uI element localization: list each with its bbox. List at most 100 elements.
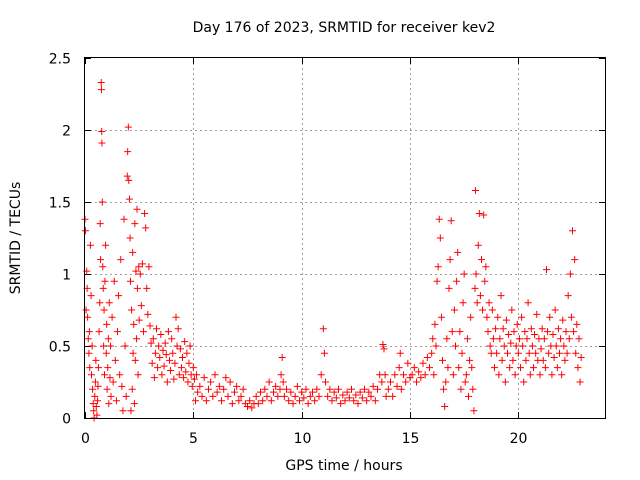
data-point xyxy=(330,388,338,396)
data-point xyxy=(478,256,485,264)
data-point xyxy=(572,349,580,357)
data-point xyxy=(127,277,134,285)
data-point xyxy=(528,342,536,350)
data-point xyxy=(560,342,568,350)
data-point xyxy=(169,349,177,357)
data-point xyxy=(104,335,112,343)
data-point xyxy=(354,400,362,408)
data-point xyxy=(421,371,429,379)
data-point xyxy=(106,374,114,382)
data-point xyxy=(458,349,466,357)
data-point xyxy=(190,375,198,383)
data-point xyxy=(145,263,153,271)
data-point xyxy=(107,392,115,400)
data-point xyxy=(296,397,303,405)
data-point xyxy=(474,241,482,249)
data-point xyxy=(293,382,301,390)
y-tick-label: 0 xyxy=(62,412,71,428)
data-point xyxy=(103,320,111,328)
data-point xyxy=(193,371,201,379)
data-point xyxy=(131,220,139,228)
data-point xyxy=(289,400,297,408)
data-point xyxy=(163,378,171,386)
data-point xyxy=(124,148,132,156)
data-point xyxy=(498,356,506,364)
data-point xyxy=(128,385,136,393)
data-point xyxy=(287,388,295,396)
data-point xyxy=(98,139,106,147)
data-point xyxy=(341,397,349,405)
data-point xyxy=(138,260,146,268)
data-point xyxy=(428,349,436,357)
data-point xyxy=(440,385,448,393)
data-point xyxy=(571,256,579,264)
data-point xyxy=(87,292,95,300)
data-point xyxy=(486,342,494,350)
data-point xyxy=(508,306,516,314)
data-point xyxy=(573,320,581,328)
y-tick-label: 0.5 xyxy=(49,340,71,356)
data-point xyxy=(140,328,147,336)
data-point xyxy=(448,328,456,336)
data-point xyxy=(133,205,141,213)
data-point xyxy=(371,397,379,405)
data-point xyxy=(175,371,183,379)
data-point xyxy=(194,388,202,396)
data-point xyxy=(468,364,476,372)
data-point xyxy=(566,270,574,278)
data-point xyxy=(557,335,565,343)
data-point xyxy=(101,371,108,379)
data-point xyxy=(544,328,552,336)
data-point xyxy=(215,382,223,390)
data-point xyxy=(107,342,115,350)
data-point xyxy=(450,306,458,314)
data-point xyxy=(97,78,105,86)
data-point xyxy=(244,402,251,410)
data-point xyxy=(479,306,487,314)
data-point xyxy=(443,335,451,343)
data-point xyxy=(304,400,312,408)
x-axis-label: GPS time / hours xyxy=(285,458,402,474)
data-point xyxy=(161,339,169,347)
data-point xyxy=(102,349,110,357)
data-point xyxy=(115,292,123,300)
data-point xyxy=(118,382,126,390)
data-point xyxy=(153,325,160,333)
data-point xyxy=(502,316,510,324)
data-point xyxy=(125,195,133,203)
x-tick-label: 15 xyxy=(402,431,420,447)
y-axis-label: SRMTID / TECUs xyxy=(8,182,24,295)
data-point xyxy=(135,316,143,324)
data-point xyxy=(198,392,206,400)
data-point xyxy=(413,378,420,386)
data-point xyxy=(481,277,489,285)
data-point xyxy=(94,397,102,405)
data-point xyxy=(489,335,497,343)
data-point xyxy=(391,371,399,379)
data-point xyxy=(117,256,125,264)
data-point xyxy=(202,397,210,405)
data-point xyxy=(518,313,526,321)
data-point xyxy=(92,356,100,364)
data-point xyxy=(445,284,453,292)
data-point xyxy=(431,320,439,328)
data-point xyxy=(396,349,404,357)
data-point xyxy=(95,328,103,336)
data-point xyxy=(520,378,528,386)
data-point xyxy=(108,313,116,321)
data-point xyxy=(141,210,149,218)
data-point xyxy=(207,378,215,386)
data-point xyxy=(285,397,293,405)
data-point xyxy=(496,335,504,343)
data-point xyxy=(174,325,182,333)
data-point xyxy=(188,382,196,390)
data-point xyxy=(89,385,97,393)
data-point xyxy=(558,371,566,379)
data-point xyxy=(254,400,262,408)
data-point xyxy=(324,392,332,400)
data-point xyxy=(457,385,465,393)
y-tick-label: 1.5 xyxy=(49,196,71,212)
data-point xyxy=(408,371,416,379)
data-point xyxy=(473,299,481,307)
data-point xyxy=(471,186,479,194)
